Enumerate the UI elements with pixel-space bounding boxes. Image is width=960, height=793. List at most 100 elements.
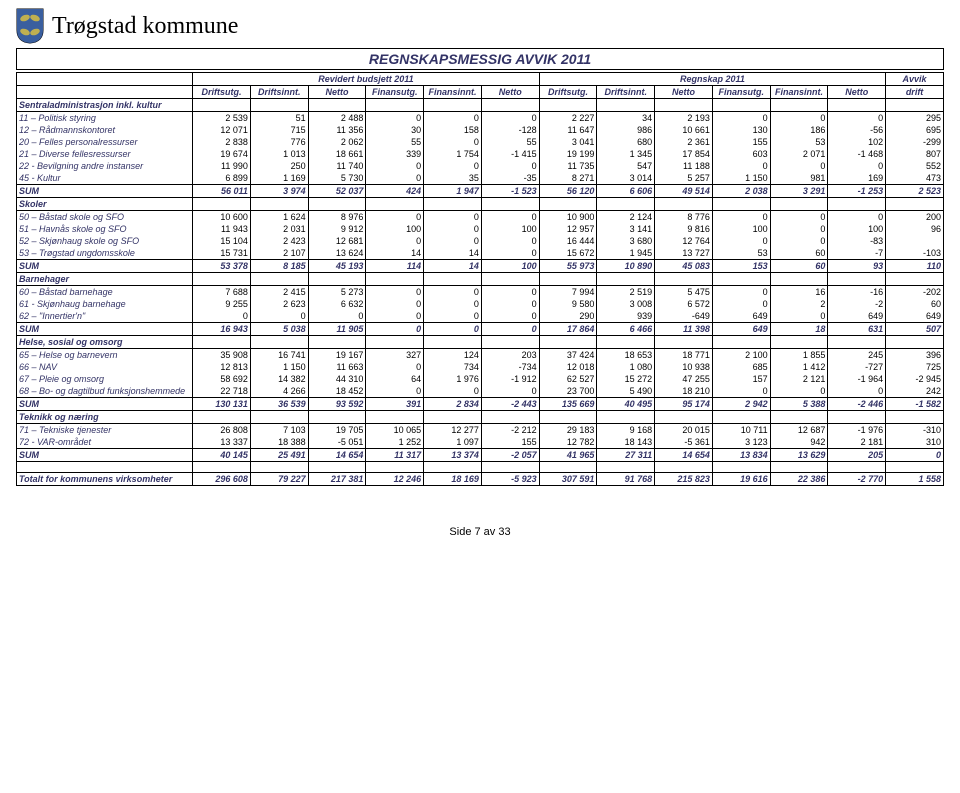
sum-value: -2 057 [481,449,539,462]
cell-value: 1 976 [424,373,482,385]
cell-value: 2 062 [308,136,366,148]
sum-value: 130 131 [193,398,251,411]
sum-value: 649 [712,323,770,336]
section-blank [828,99,886,112]
sum-value: 0 [366,323,424,336]
cell-value: 2 107 [250,247,308,260]
cell-value: 310 [886,436,944,449]
cell-value: 649 [828,310,886,323]
cell-value: 55 [366,136,424,148]
cell-value: 8 976 [308,211,366,224]
section-blank [424,198,482,211]
total-value: 19 616 [712,473,770,486]
cell-value: 8 776 [655,211,713,224]
sum-value: 2 523 [886,185,944,198]
sum-label: SUM [17,323,193,336]
cell-value: 2 488 [308,112,366,125]
cell-value: 14 [424,247,482,260]
cell-value: 939 [597,310,655,323]
sum-value: 45 193 [308,260,366,273]
cell-value: 16 741 [250,349,308,362]
sum-label: SUM [17,449,193,462]
cell-value: 0 [712,235,770,247]
cell-value: 13 337 [193,436,251,449]
cell-value: 12 764 [655,235,713,247]
header: Trøgstad kommune [16,8,944,44]
cell-value: 11 943 [193,223,251,235]
cell-value: 15 272 [597,373,655,385]
section-blank [655,411,713,424]
row-label: 60 – Båstad barnehage [17,286,193,299]
cell-value: 0 [481,235,539,247]
cell-value: 155 [712,136,770,148]
cell-value: 53 [712,247,770,260]
cell-value: 2 031 [250,223,308,235]
cell-value: 102 [828,136,886,148]
cell-value: 11 990 [193,160,251,172]
cell-value: 0 [770,160,828,172]
cell-value: -56 [828,124,886,136]
cell-value: -1 468 [828,148,886,160]
cell-value: 290 [539,310,597,323]
cell-value: 2 100 [712,349,770,362]
section-blank [193,336,251,349]
cell-value: 13 624 [308,247,366,260]
cell-value: 11 735 [539,160,597,172]
cell-value: -1 976 [828,424,886,437]
total-value: 79 227 [250,473,308,486]
cell-value: 0 [366,310,424,323]
cell-value: 100 [481,223,539,235]
section-blank [308,99,366,112]
cell-value: 1 624 [250,211,308,224]
column-header: Finansinnt. [770,86,828,99]
section-blank [539,411,597,424]
cell-value: 18 210 [655,385,713,398]
cell-value: 14 [366,247,424,260]
section-blank [250,336,308,349]
cell-value: -2 212 [481,424,539,437]
row-label: 62 – "Innertier'n" [17,310,193,323]
sum-value: 93 [828,260,886,273]
sum-value: 3 974 [250,185,308,198]
cell-value: 155 [481,436,539,449]
sum-value: 17 864 [539,323,597,336]
section-blank [250,99,308,112]
cell-value: 649 [712,310,770,323]
sum-value: 11 398 [655,323,713,336]
cell-value: -727 [828,361,886,373]
section-blank [424,336,482,349]
cell-value: 2 124 [597,211,655,224]
cell-value: 0 [193,310,251,323]
sum-value: 49 514 [655,185,713,198]
cell-value: 15 672 [539,247,597,260]
cell-value: 9 580 [539,298,597,310]
cell-value: 16 [770,286,828,299]
cell-value: 18 388 [250,436,308,449]
cell-value: 29 183 [539,424,597,437]
section-blank [481,273,539,286]
cell-value: 12 277 [424,424,482,437]
column-header: Netto [655,86,713,99]
cell-value: 1 412 [770,361,828,373]
cell-value: 2 227 [539,112,597,125]
cell-value: 0 [828,385,886,398]
section-blank [424,411,482,424]
row-label: 52 – Skjønhaug skole og SFO [17,235,193,247]
sum-value: 8 185 [250,260,308,273]
cell-value: 96 [886,223,944,235]
cell-value: 47 255 [655,373,713,385]
sum-value: 0 [424,323,482,336]
cell-value: 2 361 [655,136,713,148]
sum-value: 53 378 [193,260,251,273]
financial-table: Revidert budsjett 2011Regnskap 2011Avvik… [16,72,944,486]
column-header: Netto [828,86,886,99]
sum-value: 14 654 [655,449,713,462]
cell-value: 18 653 [597,349,655,362]
cell-value: -35 [481,172,539,185]
cell-value: 942 [770,436,828,449]
sum-value: -2 443 [481,398,539,411]
column-header: Finansinnt. [424,86,482,99]
cell-value: 715 [250,124,308,136]
section-blank [655,273,713,286]
sum-value: 36 539 [250,398,308,411]
